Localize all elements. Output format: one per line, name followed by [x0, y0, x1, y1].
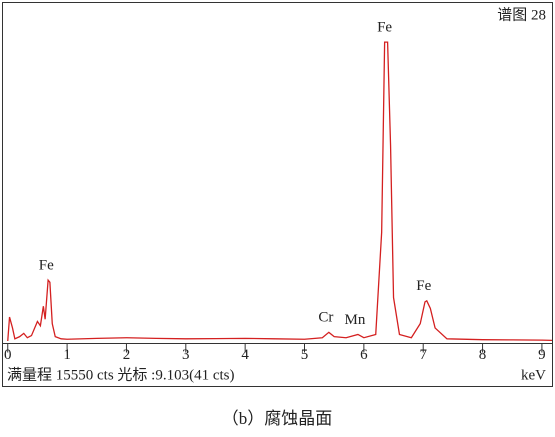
x-tick-label: 7: [419, 347, 427, 363]
chart-title: 谱图 28: [497, 6, 546, 23]
x-tick-label: 2: [123, 347, 131, 363]
x-tick-label: 0: [4, 347, 12, 363]
peak-label: Cr: [318, 310, 333, 326]
caption: （b）腐蚀晶面: [222, 409, 333, 428]
status-text: 满量程 15550 cts 光标 :9.103(41 cts): [7, 366, 234, 383]
x-tick-label: 1: [63, 347, 71, 363]
x-axis-label: keV: [521, 367, 546, 383]
x-tick-label: 4: [241, 347, 249, 363]
x-tick-label: 9: [538, 347, 546, 363]
frame: [2, 2, 553, 387]
x-tick-label: 3: [182, 347, 190, 363]
x-tick-label: 8: [479, 347, 487, 363]
x-tick-label: 6: [360, 347, 368, 363]
peak-label: Fe: [416, 278, 431, 294]
peak-label: Fe: [39, 258, 54, 274]
peak-label: Mn: [344, 312, 365, 328]
x-tick-label: 5: [301, 347, 309, 363]
peak-label: Fe: [377, 20, 392, 36]
spectrum-line: [7, 41, 553, 342]
